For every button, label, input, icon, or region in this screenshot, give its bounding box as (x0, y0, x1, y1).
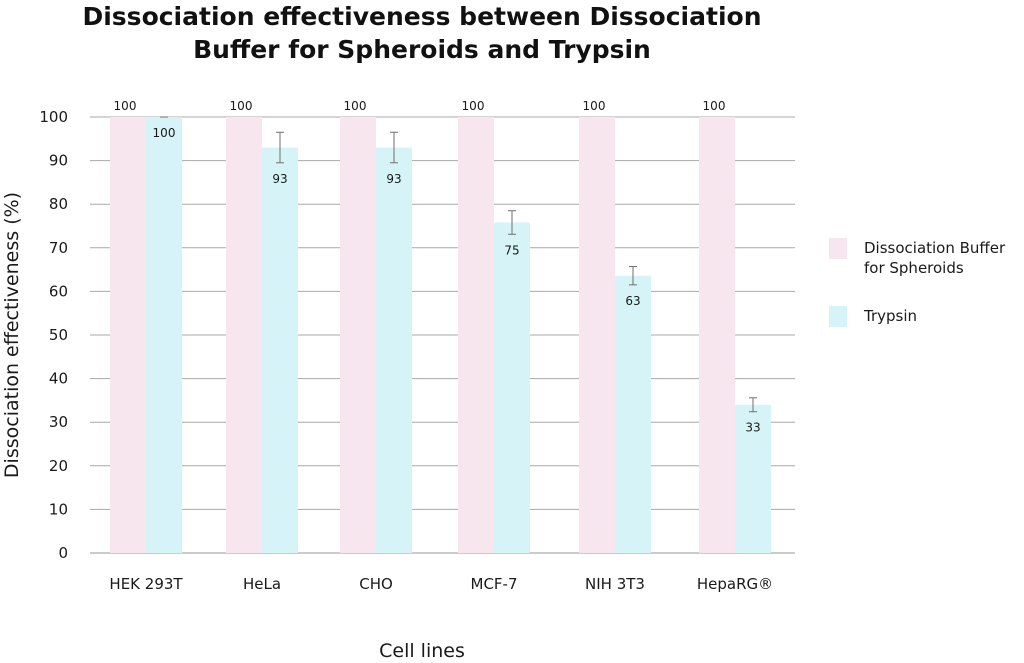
legend-swatch (829, 238, 847, 259)
y-axis: 0 10 20 30 40 50 60 70 80 90 100 (39, 108, 68, 562)
data-label: 33 (745, 421, 760, 435)
y-tick-label: 100 (39, 108, 68, 126)
data-label: 100 (583, 99, 606, 113)
bar-trypsin (494, 222, 530, 553)
grid (90, 116, 795, 554)
bar-trypsin (262, 147, 298, 553)
bars: 100 100 100 93 100 93 100 75 100 63 100 33 (110, 99, 771, 553)
data-label: 100 (114, 99, 137, 113)
bar-trypsin (146, 117, 182, 553)
y-tick-label: 30 (49, 413, 68, 431)
bar-trypsin (615, 275, 651, 553)
data-label: 63 (625, 294, 640, 308)
data-label: 75 (504, 243, 519, 257)
legend-label: for Spheroids (864, 259, 964, 277)
y-tick-label: 80 (49, 195, 68, 213)
data-label: 93 (386, 172, 401, 186)
legend: Dissociation Buffer for Spheroids Trypsin (829, 238, 1006, 327)
bar-buffer (110, 117, 146, 553)
y-tick-label: 50 (49, 326, 68, 344)
legend-label: Dissociation Buffer (864, 239, 1006, 257)
y-tick-label: 20 (49, 457, 68, 475)
y-tick-label: 60 (49, 282, 68, 300)
y-tick-label: 10 (49, 500, 68, 518)
data-label: 100 (703, 99, 726, 113)
bar-trypsin (735, 404, 771, 553)
bar-buffer (340, 117, 376, 553)
y-tick-label: 90 (49, 152, 68, 170)
x-tick-label: NIH 3T3 (585, 575, 645, 593)
x-axis: HEK 293T HeLa CHO MCF-7 NIH 3T3 HepaRG® (109, 575, 773, 593)
data-label: 100 (230, 99, 253, 113)
y-tick-label: 40 (49, 370, 68, 388)
data-label: 100 (153, 126, 176, 140)
y-tick-label: 0 (58, 544, 68, 562)
chart-title-line-1: Dissociation effectiveness between Disso… (82, 2, 761, 31)
bar-buffer (699, 117, 735, 553)
bar-buffer (579, 117, 615, 553)
x-tick-label: HeLa (243, 575, 281, 593)
data-label: 100 (462, 99, 485, 113)
x-axis-label: Cell lines (379, 640, 465, 662)
legend-swatch (829, 306, 847, 327)
chart-title-line-2: Buffer for Spheroids and Trypsin (193, 35, 651, 64)
data-label: 93 (272, 172, 287, 186)
legend-label: Trypsin (863, 307, 917, 325)
y-tick-label: 70 (49, 239, 68, 257)
y-axis-label: Dissociation effectiveness (%) (1, 192, 23, 478)
x-tick-label: HEK 293T (109, 575, 183, 593)
bar-buffer (226, 117, 262, 553)
x-tick-label: MCF-7 (471, 575, 518, 593)
bar-trypsin (376, 147, 412, 553)
x-tick-label: CHO (359, 575, 393, 593)
x-tick-label: HepaRG® (697, 575, 773, 593)
bar-buffer (458, 117, 494, 553)
data-label: 100 (344, 99, 367, 113)
